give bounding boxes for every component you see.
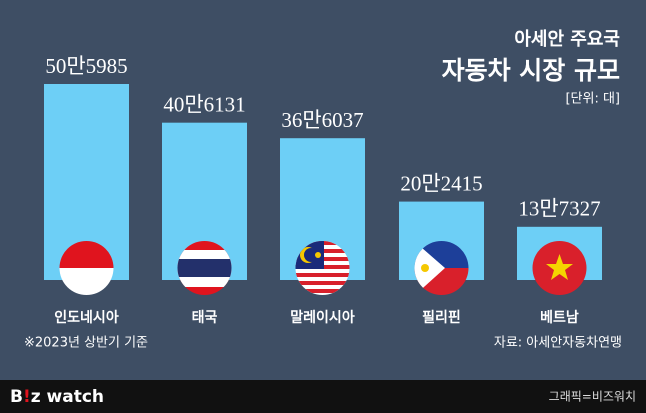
note: ※2023년 상반기 기준 [24, 336, 148, 351]
logo: B!z watch [10, 387, 104, 407]
value-label: 36만6037 [281, 108, 363, 132]
flag [177, 241, 232, 295]
category-label: 태국 [192, 310, 218, 326]
title: 아세안 주요국 [514, 29, 620, 50]
source: 자료: 아세안자동차연맹 [494, 336, 622, 351]
flags [59, 241, 587, 295]
category-label: 말레이시아 [290, 309, 355, 326]
value-label: 20만2415 [400, 171, 482, 195]
subtitle: 자동차 시장 규모 [442, 56, 620, 85]
flag [532, 241, 587, 295]
category-label: 인도네시아 [54, 309, 119, 326]
unit: [단위: 대] [565, 92, 620, 107]
footer-bar [0, 380, 646, 413]
category-label: 필리핀 [422, 309, 461, 326]
value-label: 50만5985 [45, 54, 127, 78]
value-label: 40만6131 [163, 92, 245, 116]
logo-part: ! [23, 387, 31, 407]
logo-part: z watch [31, 387, 104, 407]
flag [295, 241, 350, 295]
credit: 그래픽=비즈워치 [549, 390, 636, 404]
logo-part: B [10, 387, 23, 407]
category-label: 베트남 [540, 309, 579, 326]
value-label: 13만7327 [518, 197, 600, 221]
